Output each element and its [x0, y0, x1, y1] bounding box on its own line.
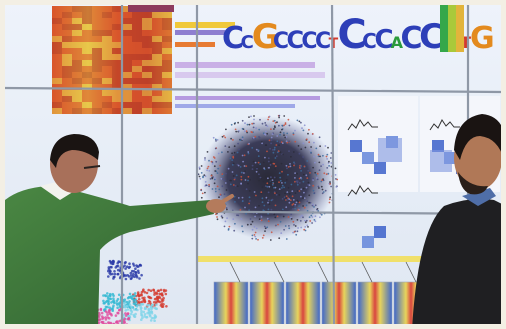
- logo-letter: C: [401, 21, 423, 56]
- logo-letter: C: [375, 25, 394, 55]
- logo-letter: G: [252, 17, 280, 57]
- logo-letter: T: [460, 33, 471, 52]
- scatter-cloud: [197, 114, 339, 241]
- logo-letter: C: [273, 29, 289, 54]
- logo-letter: G: [470, 21, 495, 56]
- logo-letter: A: [391, 33, 404, 52]
- logo-letter: C: [315, 29, 331, 54]
- matrix-panels: [338, 96, 500, 248]
- person-left: [5, 134, 234, 329]
- logo-letter: C: [286, 26, 304, 54]
- person-right: [412, 114, 506, 329]
- logo-letter: C: [419, 17, 444, 57]
- heatmap-panel: [52, 2, 174, 114]
- logo-letter: T: [329, 36, 339, 52]
- logo-letter: C: [301, 29, 317, 54]
- logo-letter: C: [222, 21, 244, 56]
- logo-letter: C: [337, 12, 366, 58]
- logo-letter: C: [241, 32, 254, 53]
- stripe-panel: [440, 0, 464, 52]
- bar-strips: [175, 22, 325, 108]
- left-person-torso: [5, 186, 214, 329]
- logo-letter: C: [362, 29, 377, 53]
